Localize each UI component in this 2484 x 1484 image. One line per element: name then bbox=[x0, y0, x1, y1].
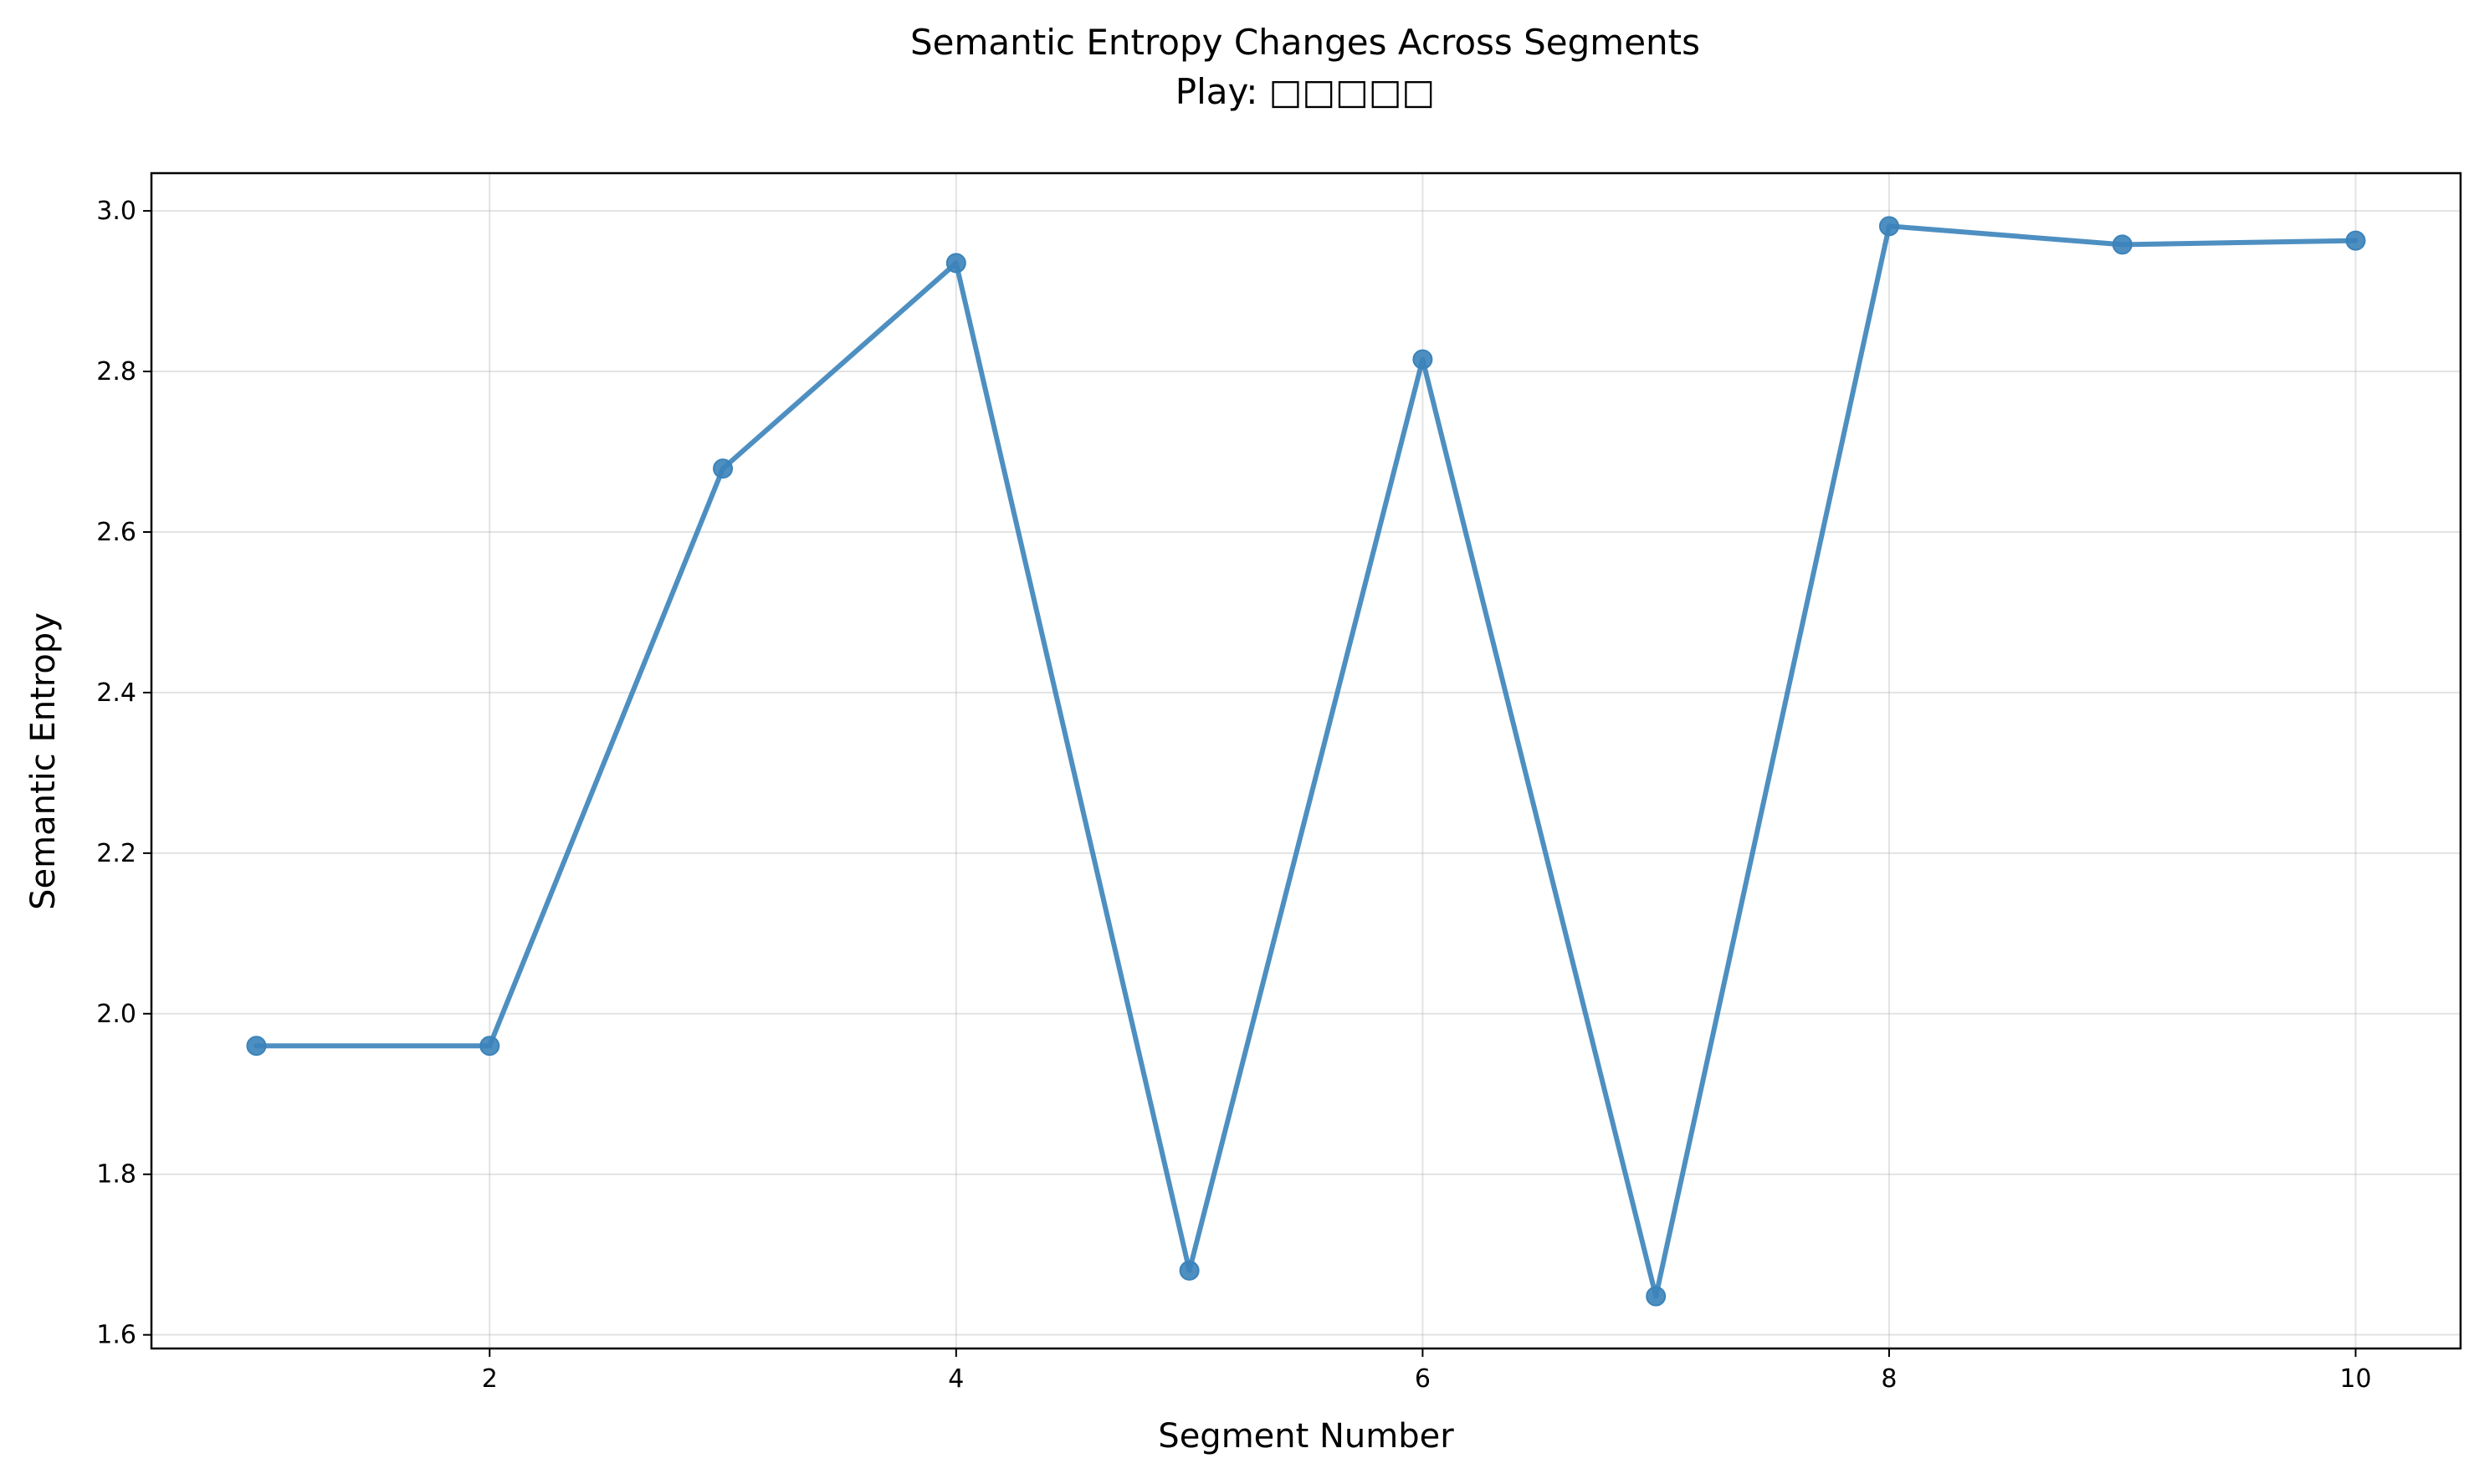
x-tick-label: 8 bbox=[1881, 1364, 1897, 1394]
y-tick-label: 2.8 bbox=[96, 357, 136, 386]
x-tick-label: 10 bbox=[2339, 1364, 2371, 1394]
y-tick-label: 1.8 bbox=[96, 1160, 136, 1190]
axis-ticks: 2 4 6 8 10 1.6 1.8 2.0 2.2 2.4 2.6 2.8 3.0 bbox=[96, 197, 2371, 1394]
y-tick-label: 2.0 bbox=[96, 1000, 136, 1029]
data-point-marker[interactable] bbox=[1646, 1286, 1667, 1307]
data-point-marker[interactable] bbox=[2112, 234, 2133, 255]
data-point-marker[interactable] bbox=[1878, 216, 1899, 237]
data-point-marker[interactable] bbox=[945, 253, 966, 274]
data-point-marker[interactable] bbox=[1412, 349, 1433, 370]
y-axis-label: Semantic Entropy bbox=[24, 612, 63, 910]
grid-lines bbox=[151, 173, 2461, 1348]
y-tick-label: 2.6 bbox=[96, 518, 136, 547]
plot-area-frame bbox=[150, 171, 2462, 1350]
chart-subtitle: Play: □□□□□ bbox=[1175, 71, 1435, 112]
y-tick-label: 3.0 bbox=[96, 197, 136, 226]
data-point-marker[interactable] bbox=[2345, 230, 2366, 251]
y-tick-label: 2.4 bbox=[96, 678, 136, 708]
x-tick-label: 2 bbox=[482, 1364, 498, 1394]
series-layer bbox=[246, 216, 2366, 1307]
series-line bbox=[254, 223, 2359, 1299]
x-tick-label: 4 bbox=[948, 1364, 964, 1394]
data-point-marker[interactable] bbox=[713, 458, 734, 479]
x-axis-label: Segment Number bbox=[1158, 1417, 1454, 1456]
data-point-marker[interactable] bbox=[479, 1036, 500, 1057]
chart-title: Semantic Entropy Changes Across Segments bbox=[910, 22, 1700, 63]
data-point-marker[interactable] bbox=[246, 1036, 267, 1057]
y-tick-label: 2.2 bbox=[96, 839, 136, 868]
y-tick-label: 1.6 bbox=[96, 1321, 136, 1350]
x-tick-label: 6 bbox=[1415, 1364, 1431, 1394]
data-point-marker[interactable] bbox=[1179, 1260, 1200, 1281]
